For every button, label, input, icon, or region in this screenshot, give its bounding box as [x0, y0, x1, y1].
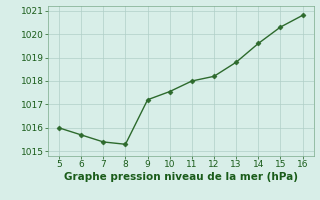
X-axis label: Graphe pression niveau de la mer (hPa): Graphe pression niveau de la mer (hPa) — [64, 172, 298, 182]
